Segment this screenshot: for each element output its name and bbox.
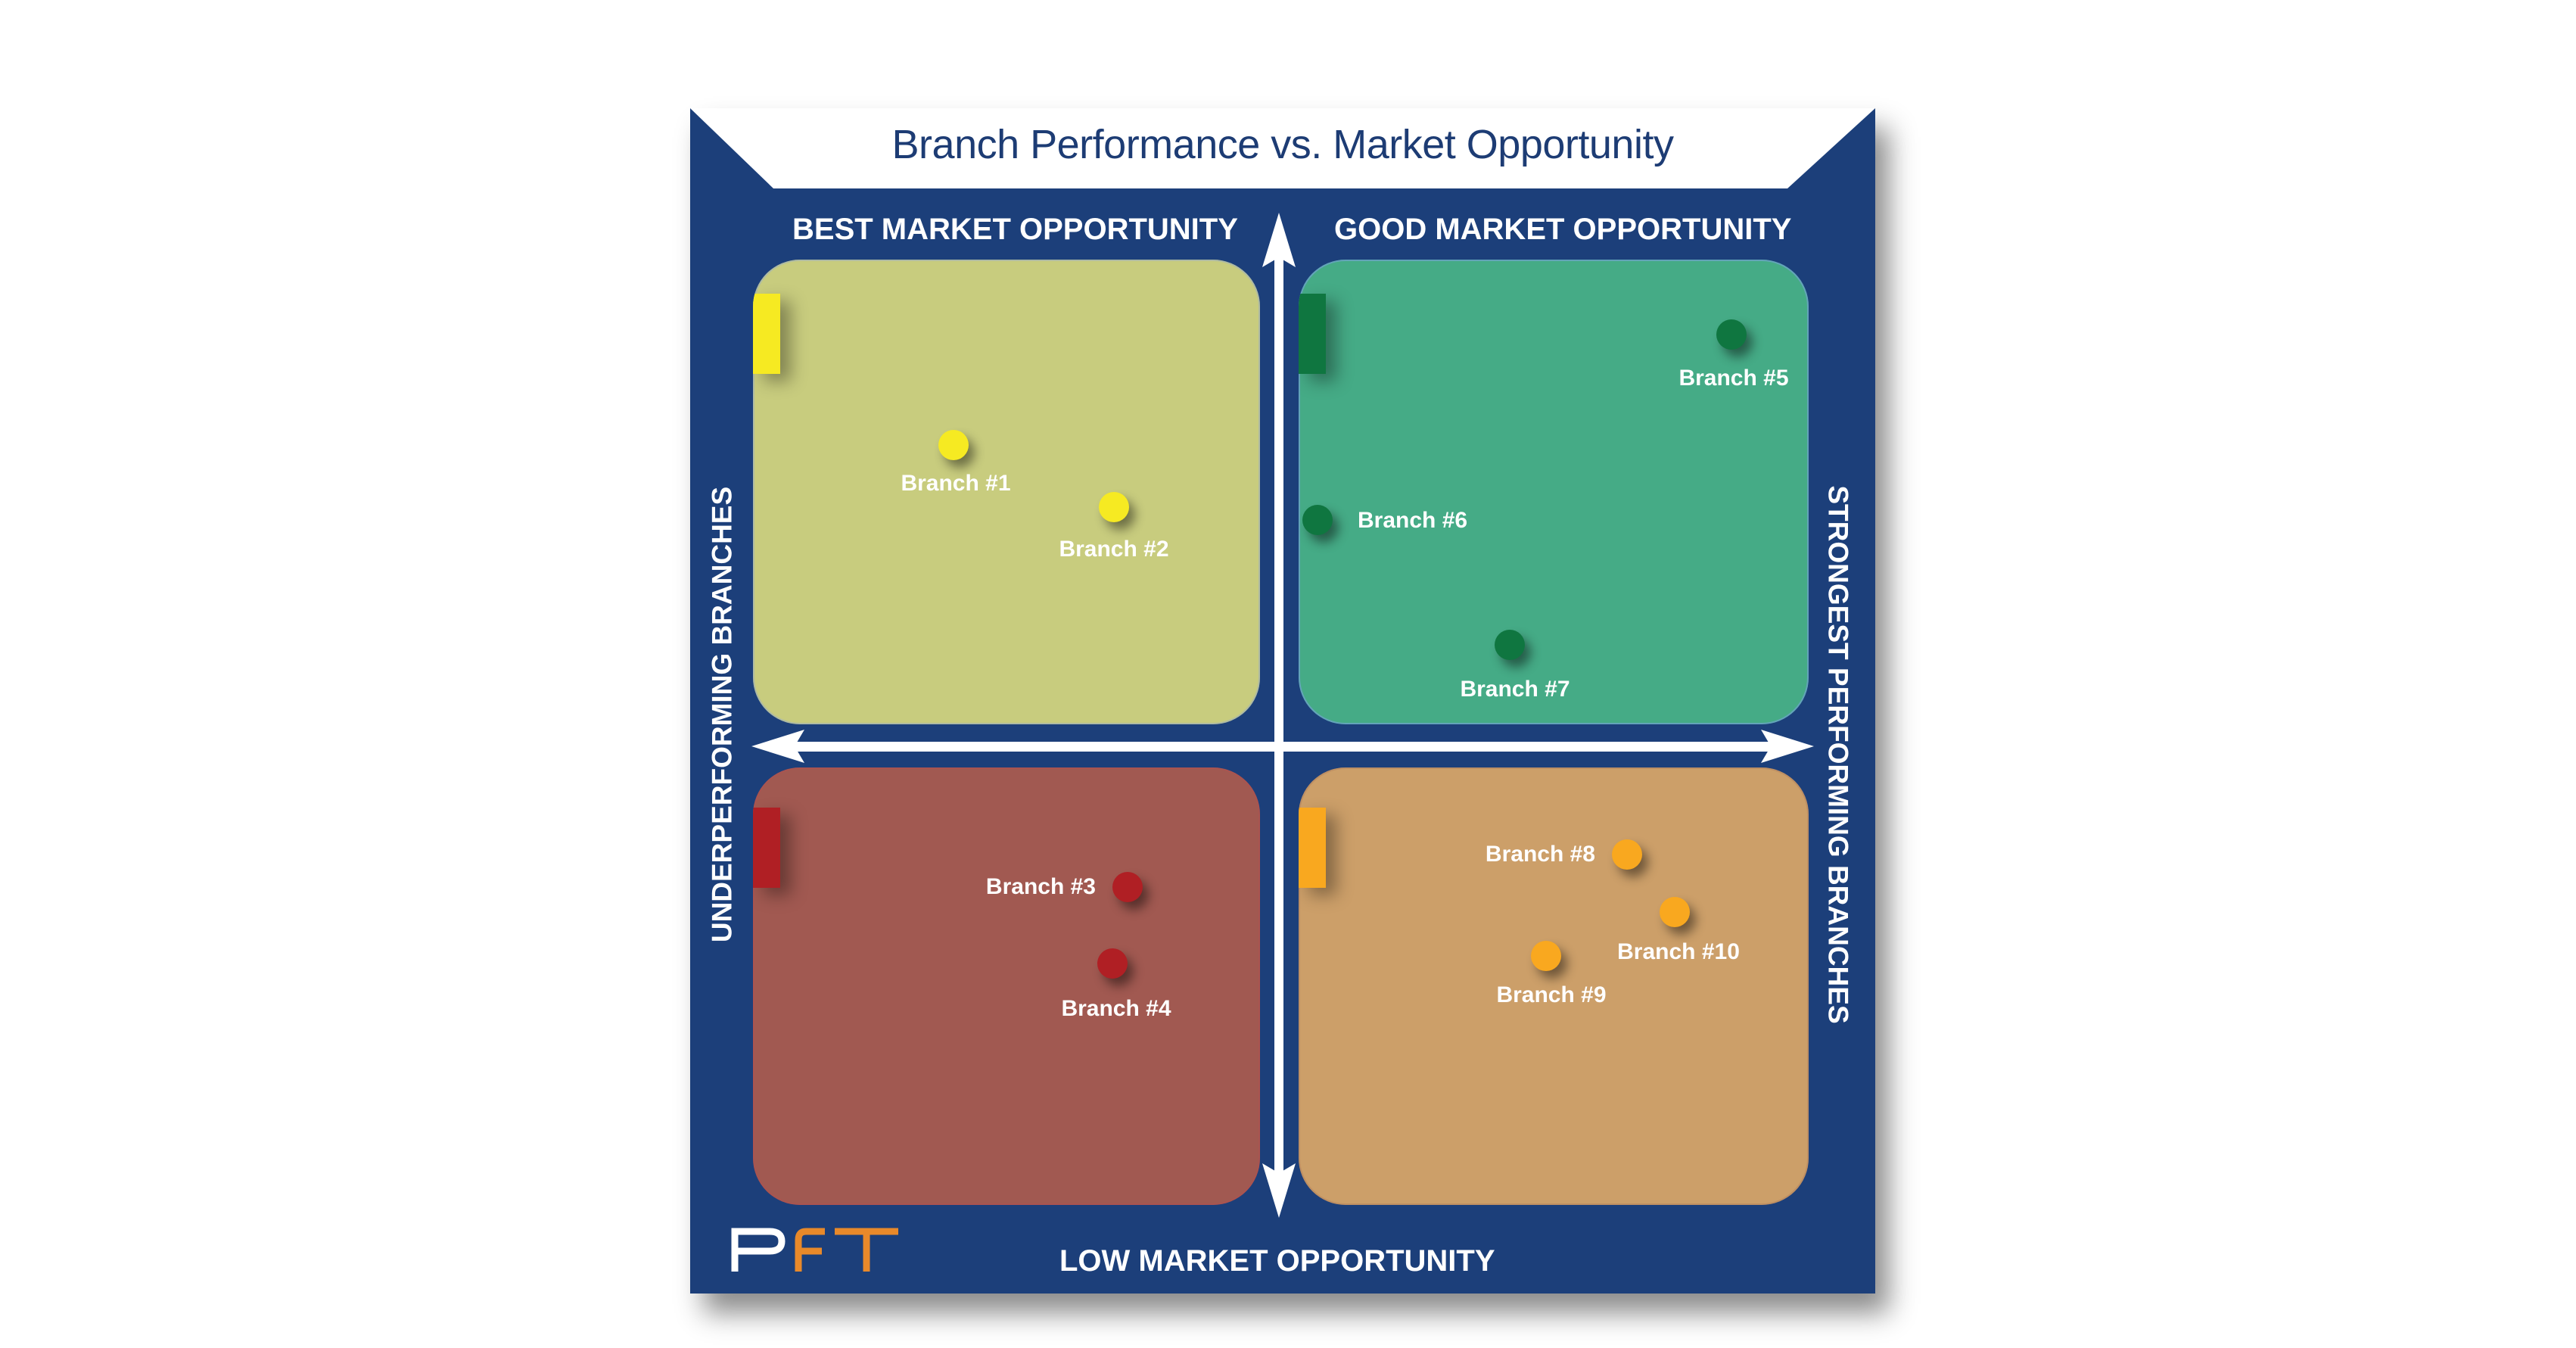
quadrant-best-opportunity — [753, 260, 1260, 724]
logo-letter-t — [835, 1228, 898, 1272]
branch-10-dot[interactable] — [1660, 897, 1690, 927]
quadrant-marker-red — [753, 808, 780, 888]
label-good-market-opportunity: GOOD MARKET OPPORTUNITY — [1334, 213, 1792, 246]
quadrant-low-opportunity-strongest — [1299, 767, 1809, 1205]
branch-1-label: Branch #1 — [901, 471, 1011, 496]
logo-letter-f — [795, 1228, 825, 1272]
branch-9-label: Branch #9 — [1496, 982, 1607, 1007]
chart-title: Branch Performance vs. Market Opportunit… — [891, 122, 1674, 167]
quadrant-marker-orange — [1299, 808, 1326, 888]
branch-2-dot[interactable] — [1099, 492, 1129, 522]
branch-8-dot[interactable] — [1612, 839, 1642, 870]
quadrant-marker-green — [1299, 294, 1326, 374]
branch-5-label: Branch #5 — [1678, 366, 1789, 391]
logo-letter-p — [731, 1228, 786, 1272]
branch-4-dot[interactable] — [1097, 948, 1128, 979]
branch-3-label: Branch #3 — [985, 874, 1096, 899]
branch-9-dot[interactable] — [1531, 941, 1561, 971]
label-strongest-performing-branches: STRONGEST PERFORMING BRANCHES — [1822, 485, 1854, 1024]
branch-4-label: Branch #4 — [1061, 996, 1171, 1021]
branch-6-label: Branch #6 — [1358, 508, 1468, 533]
branch-10-label: Branch #10 — [1617, 939, 1740, 964]
quadrant-low-opportunity-underperforming — [753, 767, 1260, 1205]
label-underperforming-branches: UNDERPERFORMING BRANCHES — [706, 486, 738, 943]
branch-5-dot[interactable] — [1716, 319, 1747, 350]
title-banner — [690, 108, 1875, 188]
branch-7-dot[interactable] — [1495, 630, 1525, 660]
branch-3-dot[interactable] — [1112, 872, 1143, 902]
branch-7-label: Branch #7 — [1460, 677, 1570, 702]
branch-2-label: Branch #2 — [1059, 537, 1169, 562]
label-best-market-opportunity: BEST MARKET OPPORTUNITY — [792, 213, 1238, 246]
branch-1-dot[interactable] — [938, 430, 969, 460]
label-low-market-opportunity: LOW MARKET OPPORTUNITY — [1059, 1244, 1495, 1278]
pft-logo — [731, 1228, 898, 1272]
branch-6-dot[interactable] — [1302, 505, 1333, 535]
quadrant-marker-yellow — [753, 294, 780, 374]
branch-8-label: Branch #8 — [1485, 842, 1595, 867]
